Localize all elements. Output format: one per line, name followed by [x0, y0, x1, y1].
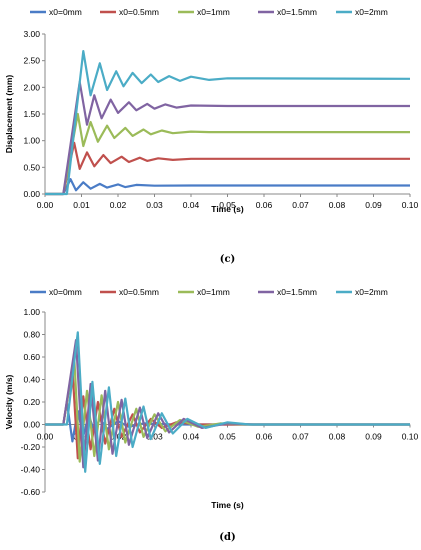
legend-label: x0=2mm	[355, 7, 388, 17]
legend-label: x0=1mm	[197, 7, 230, 17]
y-tick-label: 0.00	[23, 189, 40, 199]
series-line	[45, 178, 410, 196]
panel-caption: (c)	[220, 254, 236, 265]
x-tick-label: 0.04	[183, 432, 200, 442]
x-tick-label: 0.08	[329, 432, 346, 442]
y-tick-label: 0.40	[23, 375, 40, 385]
y-tick-label: 2.50	[23, 56, 40, 66]
y-tick-label: 0.80	[23, 330, 40, 340]
y-tick-label: 2.00	[23, 82, 40, 92]
series-line	[45, 141, 410, 196]
legend-label: x0=2mm	[355, 287, 388, 297]
y-tick-label: -0.60	[21, 487, 41, 497]
chart-panel-c: x0=0mm x0=0.5mm x0=1mm x0=1.5mm x0=2mm0.000.…	[4, 7, 419, 265]
y-axis-label: Velocity (m/s)	[4, 374, 14, 429]
x-tick-label: 0.00	[37, 200, 54, 210]
y-tick-label: 1.00	[23, 307, 40, 317]
legend-label: x0=0.5mm	[119, 287, 159, 297]
y-tick-label: 0.60	[23, 352, 40, 362]
x-tick-label: 0.09	[365, 200, 382, 210]
x-tick-label: 0.07	[292, 200, 309, 210]
x-tick-label: 0.10	[402, 432, 419, 442]
x-tick-label: 0.05	[219, 200, 236, 210]
x-tick-label: 0.01	[73, 200, 90, 210]
series-line	[45, 339, 410, 469]
legend-label: x0=1.5mm	[277, 287, 317, 297]
x-tick-label: 0.02	[110, 432, 127, 442]
series-line	[45, 331, 410, 473]
legend-label: x0=1mm	[197, 287, 230, 297]
x-tick-label: 0.05	[219, 432, 236, 442]
x-tick-label: 0.10	[402, 200, 419, 210]
series-line	[45, 50, 411, 196]
series-line	[45, 80, 410, 196]
legend-label: x0=0mm	[49, 7, 82, 17]
x-tick-label: 0.09	[365, 432, 382, 442]
y-tick-label: -0.20	[21, 442, 41, 452]
x-tick-label: 0.00	[37, 432, 54, 442]
x-tick-label: 0.07	[292, 432, 309, 442]
y-tick-label: 0.20	[23, 397, 40, 407]
series-line	[45, 112, 410, 196]
x-tick-label: 0.06	[256, 200, 273, 210]
y-tick-label: 1.50	[23, 109, 40, 119]
y-tick-label: 0.50	[23, 162, 40, 172]
x-tick-label: 0.08	[329, 200, 346, 210]
x-tick-label: 0.02	[110, 200, 127, 210]
y-tick-label: 3.00	[23, 29, 40, 39]
legend-label: x0=0mm	[49, 287, 82, 297]
x-axis-label: Time (s)	[211, 500, 244, 510]
panel-caption: (d)	[219, 532, 235, 543]
x-tick-label: 0.06	[256, 432, 273, 442]
x-tick-label: 0.03	[146, 200, 163, 210]
y-tick-label: 1.00	[23, 136, 40, 146]
x-tick-label: 0.03	[146, 432, 163, 442]
chart-panel-d: x0=0mm x0=0.5mm x0=1mm x0=1.5mm x0=2mm -0.60 -…	[4, 287, 419, 543]
y-axis-label: Displacement (mm)	[4, 75, 14, 154]
y-tick-label: 0.00	[23, 420, 40, 430]
legend-label: x0=0.5mm	[119, 7, 159, 17]
legend-label: x0=1.5mm	[277, 7, 317, 17]
x-axis-label: Time (s)	[211, 204, 244, 214]
y-tick-label: -0.40	[21, 465, 41, 475]
x-tick-label: 0.04	[183, 200, 200, 210]
